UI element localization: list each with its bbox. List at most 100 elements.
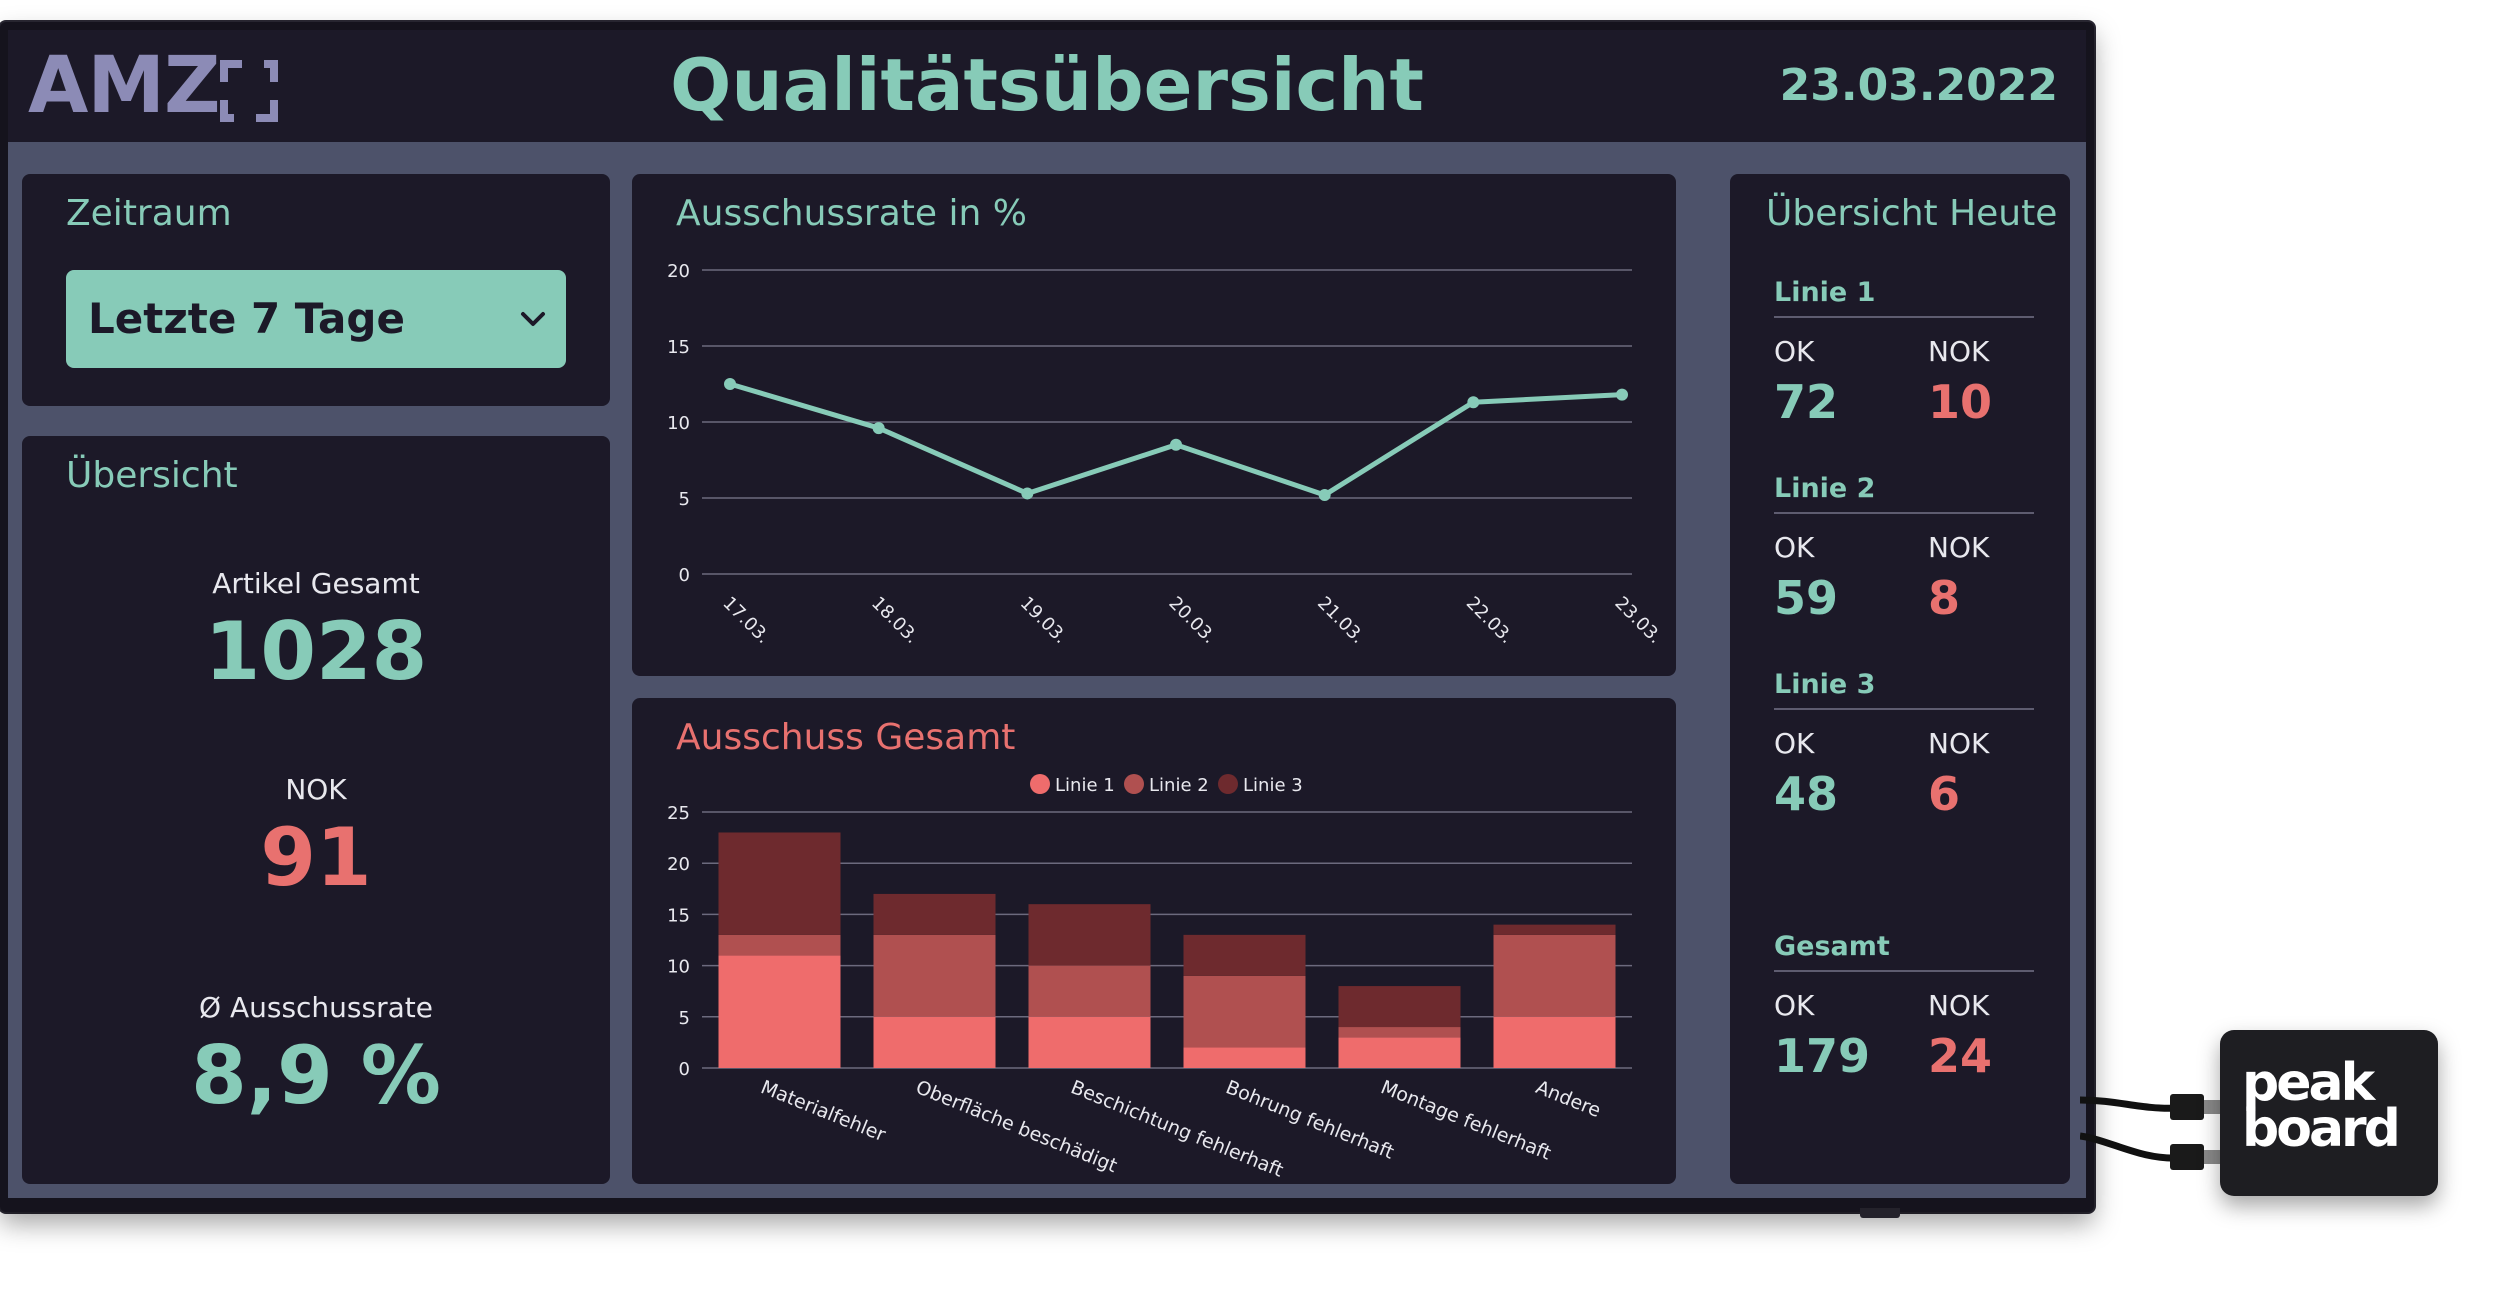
y-tick-label: 20 [667,261,690,282]
divider [1774,512,2034,514]
bar-segment [1183,975,1306,1048]
nok-value: 91 [260,811,372,904]
reject-rate-line-chart: 0 5 10 15 20 17.03. 18.03. 19.03. 20.03. 21.03. 22… [667,261,1666,648]
reject-total-chart-panel: Ausschuss Gesamt 0 5 10 15 20 25 Linie 1 Linie … [632,698,1676,1184]
line-3-nok-value: 6 [1928,767,1961,821]
legend-label: Linie 1 [1055,775,1115,796]
avg-reject-rate-label: Ø Ausschussrate [199,991,433,1024]
bar-segment [873,893,996,935]
line-chart-title: Ausschussrate in % [676,193,1027,234]
device-brand-text: peak board [2242,1053,2401,1159]
y-tick-label: 5 [679,489,690,510]
bar-segment [718,832,841,935]
total-ok-value: 179 [1774,1029,1871,1083]
total-articles-value: 1028 [204,605,428,698]
bar-segment [1493,924,1616,935]
x-tick-label: 19.03. [1016,593,1071,648]
y-tick-label: 20 [667,854,690,875]
category-label: Andere [1533,1076,1604,1122]
bar-segment [1183,1047,1306,1068]
bar-segment [1028,965,1151,1017]
line-1-nok-label: NOK [1928,335,1990,368]
y-tick-label: 10 [667,957,690,978]
bar-segment [873,1016,996,1068]
reject-rate-chart-panel: Ausschussrate in % 0 5 10 15 20 17.03. 18.03. 1… [632,174,1676,676]
today-panel: Übersicht Heute Linie 1 OK NOK 72 10 Lin… [1730,174,2070,1184]
avg-reject-rate-value: 8,9 % [191,1029,441,1122]
chevron-down-icon [521,312,545,326]
line-2-nok-value: 8 [1928,571,1961,625]
legend-marker [1030,774,1050,794]
period-dropdown[interactable]: Letzte 7 Tage [66,270,566,368]
line-3-nok-label: NOK [1928,727,1990,760]
x-tick-label: 20.03. [1164,593,1219,648]
data-point [872,422,885,435]
bar-segment [1028,904,1151,966]
bar-segment [718,934,841,956]
current-date: 23.03.2022 [1779,60,2058,111]
bracket-logo-icon [220,60,278,122]
line-2-name: Linie 2 [1774,473,1876,504]
bar-segment [873,934,996,1017]
bar-segment [1338,986,1461,1028]
period-dropdown-value: Letzte 7 Tage [88,294,405,343]
period-title: Zeitraum [66,193,232,234]
y-tick-label: 10 [667,413,690,434]
category-label: Materialfehler [758,1076,889,1146]
line-3-name: Linie 3 [1774,669,1876,700]
bar-segment [1338,1037,1461,1068]
y-tick-label: 0 [679,1059,690,1080]
overview-panel: Übersicht Artikel Gesamt 1028 NOK 91 Ø A… [22,436,610,1184]
today-title: Übersicht Heute [1766,193,2058,234]
nok-label: NOK [285,773,347,806]
period-panel: Zeitraum Letzte 7 Tage [22,174,610,406]
monitor-frame: AMZ Qualitätsübersicht 23.03.2022 Zeitra… [0,22,2094,1212]
line-1-ok-label: OK [1774,335,1815,368]
x-tick-label: 17.03. [718,593,773,648]
legend-marker [1124,774,1144,794]
bar-segment [718,955,841,1068]
y-tick-label: 5 [679,1008,690,1029]
line-3-ok-value: 48 [1774,767,1839,821]
y-tick-label: 0 [679,565,690,586]
reject-total-bar-chart: 0 5 10 15 20 25 Linie 1 Linie 2 Linie 3 Materialf… [667,774,1632,1182]
bar-segment [1338,1027,1461,1038]
header-bar: AMZ Qualitätsübersicht 23.03.2022 [8,30,2086,142]
cable-icon [2080,1094,2231,1170]
x-tick-label: 22.03. [1462,593,1517,648]
x-tick-label: 23.03. [1610,593,1665,648]
divider [1774,708,2034,710]
line-3-ok-label: OK [1774,727,1815,760]
x-tick-label: 18.03. [867,593,922,648]
line-2-nok-label: NOK [1928,531,1990,564]
logo-text: AMZ [28,41,221,131]
line-1-name: Linie 1 [1774,277,1876,308]
total-ok-label: OK [1774,989,1815,1022]
monitor-foot [1860,1208,1900,1218]
data-point [1616,388,1628,401]
data-point [1318,488,1331,501]
legend-label: Linie 2 [1149,775,1209,796]
data-point [724,378,736,390]
divider [1774,316,2034,318]
overview-title: Übersicht [66,455,238,496]
legend-marker [1218,774,1238,794]
line-1-nok-value: 10 [1928,375,1993,429]
y-tick-label: 25 [667,803,690,824]
divider [1774,970,2034,972]
line-2-ok-value: 59 [1774,571,1839,625]
data-point [1467,396,1480,409]
page-title: Qualitätsübersicht [670,43,1424,127]
bar-chart-title: Ausschuss Gesamt [676,717,1016,758]
bar-segment [1493,934,1616,1017]
total-name: Gesamt [1774,931,1890,962]
line-2-ok-label: OK [1774,531,1815,564]
y-tick-label: 15 [667,337,690,358]
data-point [1170,438,1182,451]
total-nok-value: 24 [1928,1029,1993,1083]
bar-segment [1183,934,1306,976]
line-1-ok-value: 72 [1774,375,1839,429]
bar-segment [1028,1016,1151,1068]
bar-segment [1493,1016,1616,1068]
total-nok-label: NOK [1928,989,1990,1022]
